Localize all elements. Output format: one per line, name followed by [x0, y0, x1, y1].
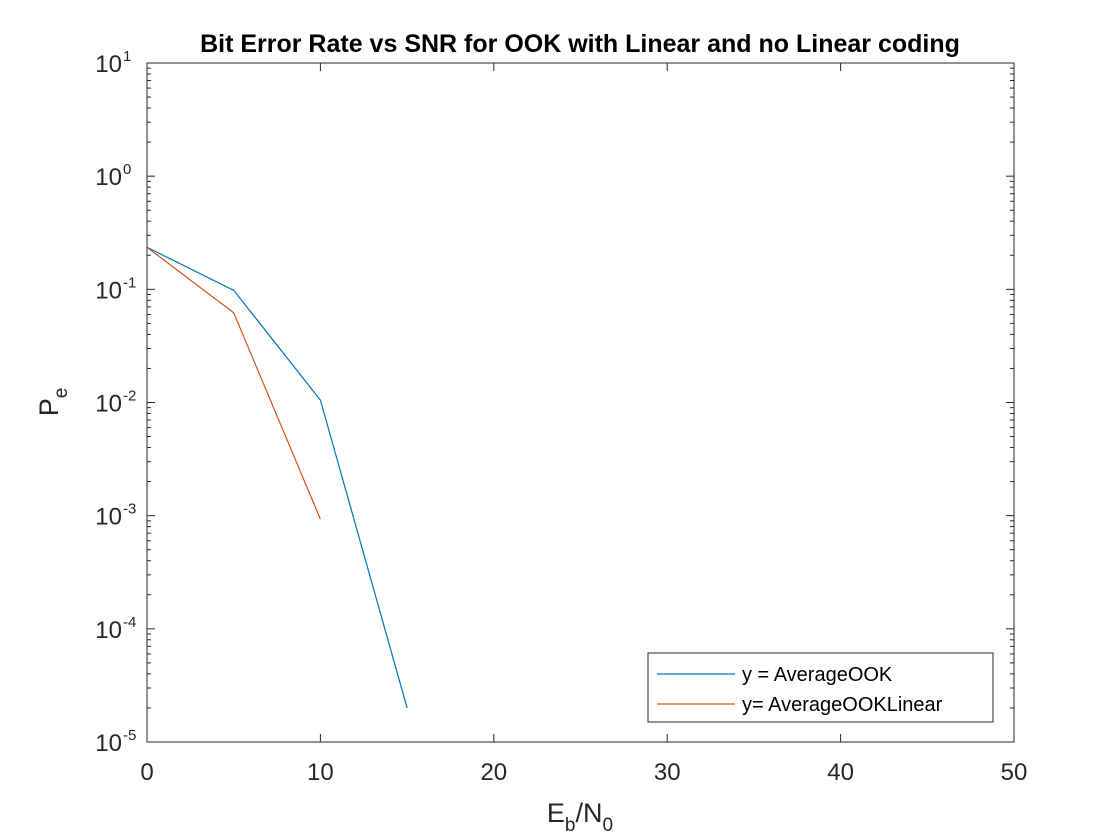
x-axis-label-sub1: b: [565, 815, 576, 836]
legend: y = AverageOOK y= AverageOOKLinear: [647, 652, 994, 723]
x-axis-label-slash: /N: [576, 798, 603, 828]
y-tick-label-base: 10: [95, 730, 122, 757]
y-tick-label: 10: [95, 51, 122, 78]
legend-box: [647, 652, 994, 723]
legend-label-average-ook: y = AverageOOK: [742, 664, 893, 686]
y-tick-label-exponent: -5: [123, 727, 136, 744]
x-tick-label: 10: [307, 759, 334, 786]
x-axis-label-main: E: [547, 798, 565, 828]
y-axis-label-main: P: [34, 398, 64, 416]
y-tick-label: 10: [95, 391, 122, 418]
x-tick-label: 50: [1001, 759, 1028, 786]
y-tick-label: 10: [95, 504, 122, 531]
x-axis-ticks: 0 10 20 30 40 50: [140, 63, 1027, 786]
y-tick-label: 10: [95, 617, 122, 644]
y-tick-label-base: 10: [95, 51, 122, 78]
y-tick-label-exponent: 1: [123, 48, 131, 65]
y-tick-label-base: 10: [95, 391, 122, 418]
x-tick-label: 0: [140, 759, 153, 786]
y-tick-label: 10: [95, 277, 122, 304]
y-tick-label-exponent: -3: [123, 501, 136, 518]
y-axis-label-sub: e: [51, 388, 72, 399]
legend-label-average-ook-linear: y= AverageOOKLinear: [742, 694, 943, 716]
x-axis-label-sub2: 0: [603, 815, 614, 836]
x-tick-label: 40: [827, 759, 854, 786]
x-tick-label: 20: [480, 759, 507, 786]
series-layer: [146, 246, 408, 709]
x-axis-label: Eb/N0: [547, 798, 613, 836]
y-tick-label-base: 10: [95, 277, 122, 304]
series-line-0: [146, 246, 408, 709]
y-tick-label: 10: [95, 730, 122, 757]
y-tick-label: 10: [95, 164, 122, 191]
y-axis-label: Pe: [34, 388, 72, 417]
y-tick-label-base: 10: [95, 617, 122, 644]
y-tick-label-exponent: -2: [123, 388, 136, 405]
series-line-1: [146, 246, 321, 520]
y-tick-label-base: 10: [95, 504, 122, 531]
x-tick-label: 30: [654, 759, 681, 786]
y-tick-label-base: 10: [95, 164, 122, 191]
plot-area: [147, 63, 1014, 742]
y-tick-label-exponent: -1: [123, 274, 136, 291]
y-tick-label-exponent: 0: [123, 161, 131, 178]
y-tick-label-exponent: -4: [123, 614, 136, 631]
chart-title: Bit Error Rate vs SNR for OOK with Linea…: [200, 30, 960, 58]
